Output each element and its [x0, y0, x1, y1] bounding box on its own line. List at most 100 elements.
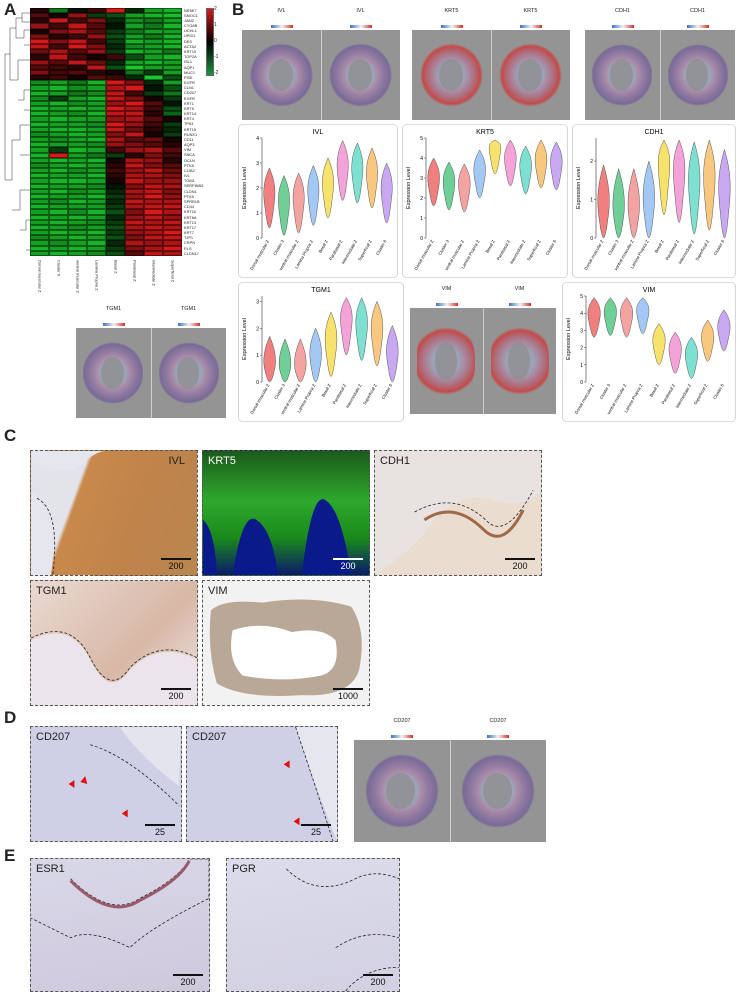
heatmap-cell: [144, 75, 163, 81]
violin-y-tick-label: 3: [256, 299, 259, 305]
heatmap-cell: [144, 85, 163, 91]
heatmap-cell: [163, 204, 182, 210]
heatmap-cell: [144, 142, 163, 148]
heatmap-cell: [49, 8, 68, 14]
heatmap-cell: [125, 64, 144, 70]
heatmap-cell: [125, 95, 144, 101]
heatmap-gene-label: KRT6A: [184, 214, 197, 220]
scale-bar: 25: [145, 824, 175, 837]
heatmap-gene-label: VIM: [184, 147, 191, 153]
scale-bar: 200: [173, 974, 203, 987]
heatmap-cell: [87, 106, 106, 112]
spatial-colorbar: [270, 25, 293, 28]
heatmap-cell: [30, 59, 49, 65]
micrograph-krt5: KRT5 200: [202, 450, 370, 576]
violin-category-label: Cluster 3: [272, 238, 285, 256]
heatmap-cell: [163, 126, 182, 132]
heatmap-gene-label: IVL: [184, 173, 190, 179]
spatial-title: VIM: [441, 286, 452, 292]
violin-y-tick-label: 0: [256, 380, 259, 386]
heatmap-cell: [144, 106, 163, 112]
heatmap-gene-label: KRT10: [184, 209, 197, 215]
violin-ylabel: Expression Level: [242, 318, 248, 360]
heatmap-cell: [49, 152, 68, 158]
heatmap-cell: [49, 157, 68, 163]
heatmap-cell: [106, 219, 125, 225]
heatmap-cell: [68, 152, 87, 158]
heatmap-cell: [68, 59, 87, 65]
scale-bar-value: 200: [168, 561, 184, 571]
heatmap-cell: [163, 152, 182, 158]
violin-category-label: Cluster 3: [273, 382, 286, 400]
heatmap-cell: [87, 178, 106, 184]
heatmap-cell: [125, 240, 144, 246]
violin-y-tick-label: 4: [256, 136, 259, 142]
spatial-map-cd207: CD207 CD207: [354, 718, 546, 842]
violin-category-label: Parabasal Z: [328, 239, 344, 261]
heatmap-cell: [49, 111, 68, 117]
heatmap-cell: [30, 162, 49, 169]
violin-shape: [473, 149, 486, 199]
heatmap-gene-label: PTK6: [184, 193, 194, 199]
heatmap-cell: [49, 204, 68, 210]
scale-bar-value: 25: [310, 827, 321, 837]
heatmap-gene-label: KRT4: [184, 116, 194, 122]
heatmap-cell: [30, 245, 49, 251]
heatmap-cell: [87, 147, 106, 153]
heatmap-cell: [68, 193, 87, 200]
scale-bar: 25: [301, 824, 331, 837]
heatmap-gene-label: CLIB2: [184, 167, 195, 173]
heatmap-cell: [125, 224, 144, 231]
heatmap-cell: [106, 85, 125, 91]
heatmap-cell: [49, 69, 68, 76]
heatmap-cell: [125, 168, 144, 174]
heatmap-cell: [49, 147, 68, 153]
heatmap-cell: [68, 183, 87, 189]
violin-svg: CDH1 Expression Level 0 1 2 Dorsal muscular Z…: [572, 124, 736, 278]
micrograph-label: VIM: [208, 585, 228, 597]
heatmap-column-label: Intermediate Z: [151, 260, 156, 286]
heatmap-cell: [87, 209, 106, 215]
spatial-colorbar: [391, 735, 413, 738]
heatmap-cell: [163, 44, 182, 50]
heatmap-cell: [163, 85, 182, 91]
spatial-title: TGM1: [105, 306, 122, 312]
heatmap-cell: [125, 162, 144, 169]
heatmap-cell: [163, 168, 182, 174]
heatmap-column-label: Dorsal muscular Z: [37, 260, 42, 293]
heatmap-gene-label: KRT15: [184, 126, 197, 132]
heatmap-cell: [163, 111, 182, 117]
heatmap-cell: [163, 54, 182, 60]
violin-shape: [504, 139, 517, 187]
violin-category-label: Cluster 6: [375, 238, 388, 256]
heatmap-cell: [30, 219, 49, 225]
heatmap-cell: [106, 13, 125, 19]
colorbar-tick: 1: [214, 22, 217, 28]
heatmap-cell: [163, 100, 182, 107]
violin-y-tick-label: 0: [256, 236, 259, 242]
violin-category-label: Cluster 6: [380, 382, 393, 400]
heatmap-cell: [87, 23, 106, 29]
heatmap-cell: [49, 64, 68, 70]
heatmap-cell: [144, 8, 163, 14]
spatial-map-cdh1: CDH1 CDH1: [585, 8, 735, 120]
heatmap-gene-label: KRT7: [184, 230, 194, 236]
heatmap-cell: [68, 188, 87, 194]
spatial-title: TGM1: [180, 306, 197, 312]
heatmap-cell: [106, 28, 125, 34]
heatmap-column-label: Lamina Propria Z: [94, 260, 99, 291]
violin-shape: [263, 167, 276, 229]
spatial-title: CD207: [393, 718, 411, 724]
heatmap-cell: [125, 100, 144, 107]
heatmap-cell: [144, 173, 163, 179]
spatial-colorbar: [177, 323, 200, 326]
violin-category-label: Dorsal muscular Z: [249, 239, 271, 271]
spatial-title: KRT5: [523, 8, 538, 14]
heatmap-cell: [106, 235, 125, 241]
spatial-title: IVL: [356, 8, 365, 14]
heatmap-cell: [125, 54, 144, 60]
heatmap-cell: [87, 157, 106, 163]
violin-y-tick-label: 4: [420, 156, 423, 162]
heatmap-cell: [163, 245, 182, 251]
heatmap-cell: [49, 168, 68, 174]
